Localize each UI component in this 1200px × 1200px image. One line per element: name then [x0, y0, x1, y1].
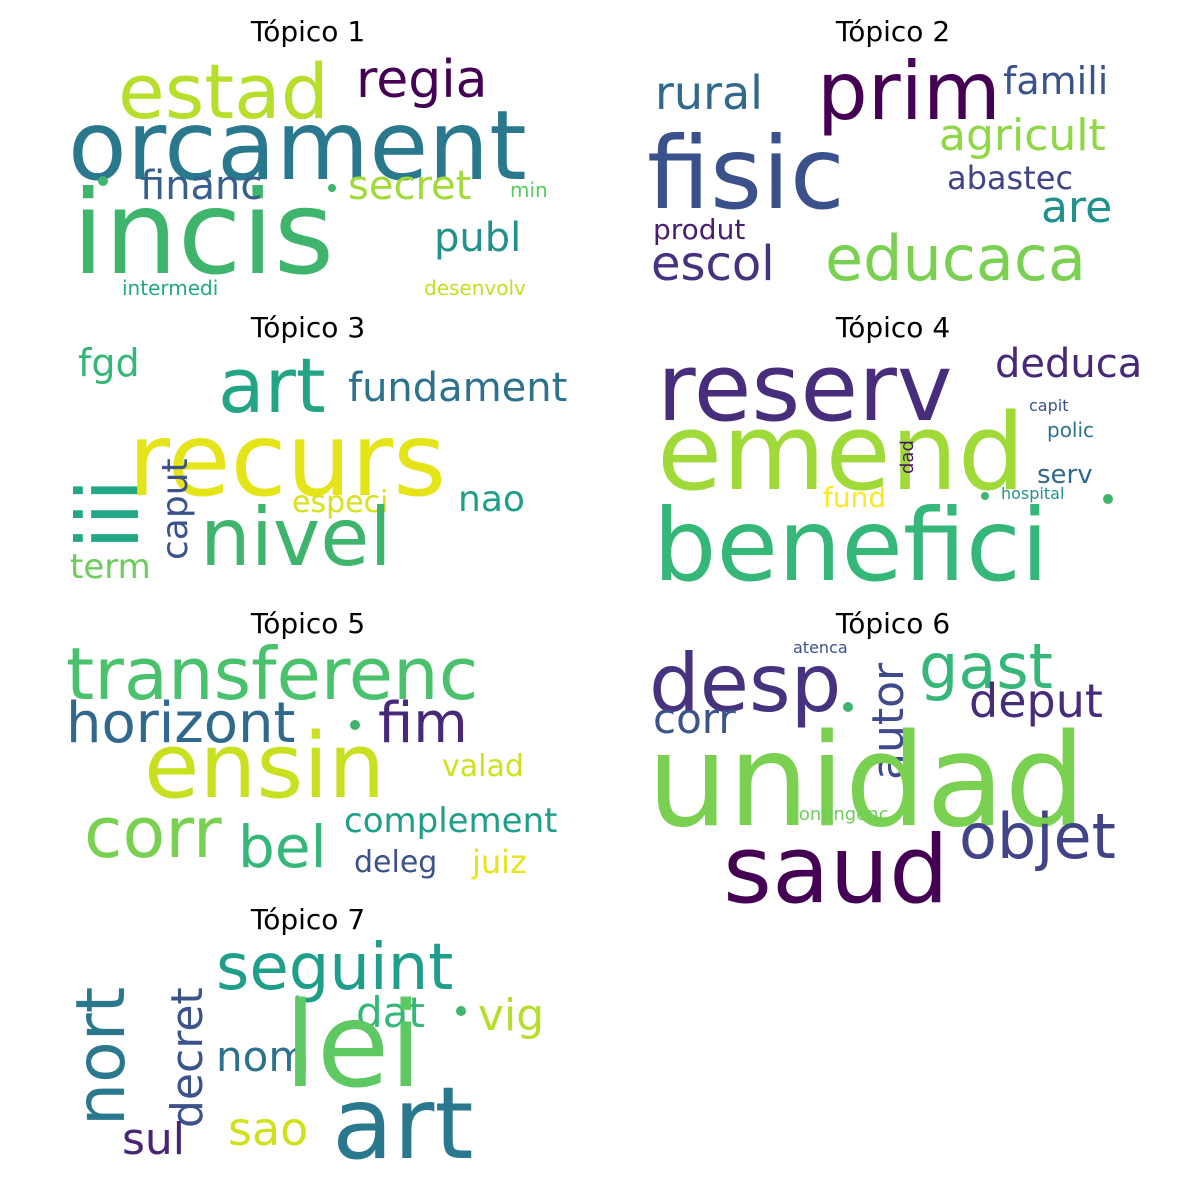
topic-title: Tópico 2 — [835, 15, 951, 48]
word: unidad — [647, 707, 1086, 856]
word: serv — [1037, 460, 1093, 490]
topic-panel-5: Tópico 5 transferenc horizont fim ensin … — [58, 600, 558, 896]
word: educaca — [825, 222, 1086, 295]
word: contingenc — [789, 804, 889, 825]
word: agricult — [939, 110, 1106, 161]
word-cloud: fgd art fundament iii recurs caput espec… — [58, 344, 567, 600]
word: intermedi — [122, 276, 219, 300]
word: fisic — [647, 115, 845, 232]
word-cloud: transferenc horizont fim ensin valad cor… — [58, 638, 558, 896]
dot — [456, 1006, 466, 1016]
word: deput — [969, 674, 1103, 728]
word: dat — [356, 988, 425, 1037]
word: prim — [817, 45, 1001, 138]
word: valad — [442, 749, 524, 784]
word: secret — [348, 163, 472, 209]
word: recurs — [128, 401, 447, 520]
word: art — [332, 1065, 474, 1182]
topic-panel-4: Tópico 4 reserv deduca capit polic emend… — [643, 304, 1143, 600]
word: caput — [155, 458, 196, 560]
word: orcament — [68, 90, 527, 202]
word: term — [70, 547, 151, 587]
word: ensin — [144, 714, 386, 819]
word: complement — [344, 801, 558, 841]
word: deduca — [995, 341, 1143, 387]
word: saud — [723, 816, 949, 925]
word: min — [510, 178, 548, 202]
word: produt — [653, 213, 746, 246]
word: dad — [897, 440, 918, 474]
word: seguint — [216, 931, 454, 1005]
word: nom — [216, 1032, 310, 1081]
word: nivel — [200, 491, 392, 584]
word: polic — [1047, 418, 1095, 442]
topic-title: Tópico 5 — [250, 607, 366, 640]
word: incis — [72, 166, 335, 301]
word: abastec — [947, 159, 1074, 197]
topic-panel-2: Tópico 2 prim rural famili fisic agricul… — [643, 8, 1143, 304]
word: fim — [378, 691, 468, 756]
word: estad — [118, 47, 329, 136]
word: regia — [356, 50, 488, 110]
word: corr — [653, 694, 736, 743]
word: sao — [228, 1102, 309, 1156]
word: corr — [84, 792, 222, 874]
word: famili — [1003, 59, 1109, 103]
word-cloud: prim rural famili fisic agricult abastec… — [643, 52, 1143, 304]
topic-title: Tópico 7 — [250, 903, 366, 936]
word: publ — [434, 215, 522, 261]
dot — [981, 492, 989, 500]
topic-panel-7: Tópico 7 nort decret seguint dat vig nom… — [58, 896, 558, 1192]
topic-title: Tópico 4 — [835, 311, 951, 344]
word: deleg — [354, 845, 438, 880]
word: nort — [62, 986, 141, 1126]
word: benefici — [653, 487, 1049, 604]
dot — [843, 702, 853, 712]
word: juiz — [472, 843, 527, 881]
topic-title: Tópico 6 — [835, 607, 951, 640]
word: fundament — [348, 365, 568, 411]
word: vig — [478, 990, 545, 1041]
word: financ — [140, 163, 263, 209]
topic-panel-3: Tópico 3 fgd art fundament iii recurs ca… — [58, 304, 567, 600]
dot — [328, 184, 336, 192]
topic-panel-1: Tópico 1 orcament incis estad regia fina… — [58, 8, 558, 304]
word: art — [218, 341, 326, 430]
word-cloud: orcament incis estad regia financ secret… — [58, 54, 558, 304]
word: nao — [458, 479, 525, 520]
word: lei — [284, 976, 423, 1114]
dot — [1103, 494, 1113, 504]
word-cloud: atenca desp autor gast deput corr unidad… — [643, 636, 1143, 918]
word-cloud: nort decret seguint dat vig nom lei sul … — [58, 936, 558, 1192]
topic-title: Tópico 1 — [250, 15, 366, 48]
word-cloud: reserv deduca capit polic emend dad serv… — [643, 342, 1143, 604]
word: desenvolv — [424, 276, 526, 300]
word: fund — [823, 481, 887, 514]
word: bel — [238, 813, 327, 881]
word: transferenc — [66, 632, 479, 716]
word: are — [1041, 182, 1113, 233]
dot — [350, 720, 360, 730]
word: sul — [122, 1114, 186, 1165]
word: desp — [649, 637, 842, 730]
word: escol — [651, 236, 775, 292]
word: especi — [292, 485, 389, 520]
word: emend — [657, 391, 1026, 514]
word: atenca — [793, 638, 848, 657]
word: hospital — [1001, 484, 1065, 503]
topic-title: Tópico 3 — [250, 311, 366, 344]
word: fgd — [78, 341, 140, 385]
word: gast — [919, 630, 1053, 703]
dot — [98, 176, 108, 186]
topic-panel-6: Tópico 6 atenca desp autor gast deput co… — [643, 600, 1143, 918]
word: objet — [959, 800, 1116, 873]
word: decret — [162, 987, 213, 1128]
word: rural — [655, 66, 763, 120]
word: reserv — [657, 334, 953, 443]
word: horizont — [66, 691, 296, 756]
word: capit — [1029, 396, 1069, 415]
